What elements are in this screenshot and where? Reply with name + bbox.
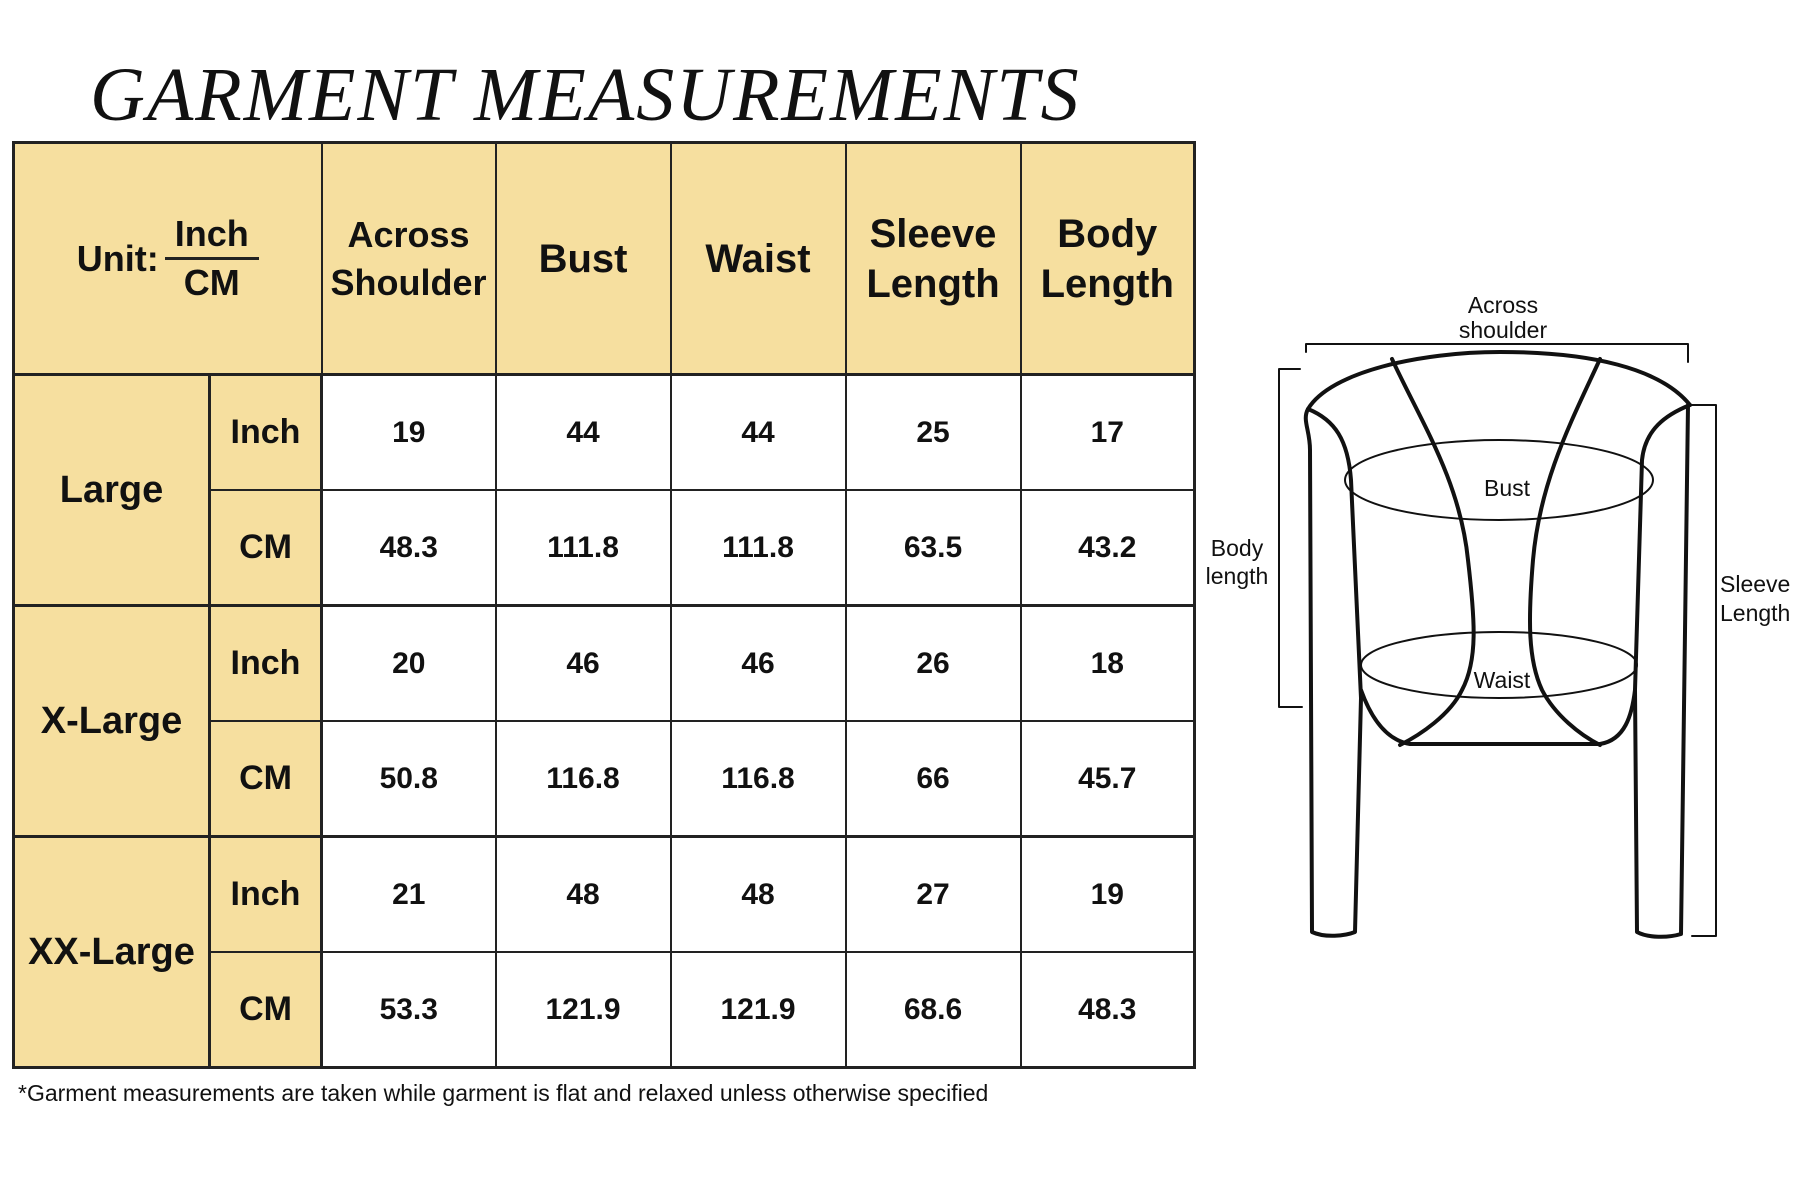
value-cell: 26 xyxy=(844,604,1022,722)
table-row: X-Large Inch 20 46 46 26 18 xyxy=(12,604,1196,838)
value-cell: 48 xyxy=(669,835,847,953)
col-waist: Waist xyxy=(669,141,847,376)
value-cell: 68.6 xyxy=(844,951,1022,1069)
body-length-label-2: length xyxy=(1206,563,1269,589)
value-cell: 44 xyxy=(669,373,847,491)
unit-cm: CM xyxy=(183,262,240,303)
sleeve-length-label-2: Length xyxy=(1720,600,1790,626)
bust-label: Bust xyxy=(1484,475,1531,501)
front-left-edge xyxy=(1390,357,1476,747)
unit-header: Unit: Inch CM xyxy=(12,141,323,376)
value-cell: 53.3 xyxy=(320,951,497,1069)
size-label: Large xyxy=(12,373,211,607)
col-bust: Bust xyxy=(494,141,672,376)
unit-cell: CM xyxy=(208,720,324,838)
value-cell: 44 xyxy=(494,373,672,491)
col-sleeve-length: Sleeve Length xyxy=(844,141,1022,376)
col-across-shoulder: Across Shoulder xyxy=(320,141,497,376)
unit-inch: Inch xyxy=(164,211,259,260)
across-shoulder-bracket xyxy=(1305,343,1689,363)
waist-ellipse xyxy=(1360,631,1638,699)
col-body-length: Body Length xyxy=(1019,141,1196,376)
value-cell: 111.8 xyxy=(669,489,847,607)
table-row: Large Inch 19 44 44 25 17 xyxy=(12,373,1196,607)
value-cell: 19 xyxy=(320,373,497,491)
across-shoulder-label-2: shoulder xyxy=(1459,317,1548,343)
value-cell: 27 xyxy=(844,835,1022,953)
measurement-table: Unit: Inch CM Across Shoulder Bust Waist… xyxy=(12,141,1197,1069)
size-label: XX-Large xyxy=(12,835,211,1069)
value-cell: 121.9 xyxy=(669,951,847,1069)
value-cell: 21 xyxy=(320,835,497,953)
value-cell: 19 xyxy=(1019,835,1196,953)
footnote: *Garment measurements are taken while ga… xyxy=(18,1080,989,1106)
value-cell: 18 xyxy=(1019,604,1196,722)
body-length-label: Body xyxy=(1211,535,1264,561)
unit-cell: CM xyxy=(208,489,324,607)
value-cell: 116.8 xyxy=(669,720,847,838)
value-cell: 45.7 xyxy=(1019,720,1196,838)
value-cell: 50.8 xyxy=(320,720,497,838)
body-length-bracket xyxy=(1278,368,1303,708)
value-cell: 43.2 xyxy=(1019,489,1196,607)
unit-cell: Inch xyxy=(208,604,324,722)
sleeve-length-bracket xyxy=(1691,404,1717,937)
table-row: CM 48.3 111.8 111.8 63.5 43.2 xyxy=(14,489,1196,607)
value-cell: 20 xyxy=(320,604,497,722)
bust-ellipse xyxy=(1344,439,1654,521)
sleeve-length-label: Sleeve xyxy=(1720,571,1790,597)
front-right-edge xyxy=(1528,357,1602,747)
value-cell: 66 xyxy=(844,720,1022,838)
left-sleeve xyxy=(1303,407,1363,938)
value-cell: 46 xyxy=(494,604,672,722)
body-hem xyxy=(1359,688,1637,746)
size-label: X-Large xyxy=(12,604,211,838)
unit-cell: CM xyxy=(208,951,324,1069)
unit-cell: Inch xyxy=(208,373,324,491)
value-cell: 121.9 xyxy=(494,951,672,1069)
unit-cell: Inch xyxy=(208,835,324,953)
value-cell: 48.3 xyxy=(320,489,497,607)
right-sleeve xyxy=(1633,403,1692,939)
value-cell: 46 xyxy=(669,604,847,722)
header-row: Unit: Inch CM Across Shoulder Bust Waist… xyxy=(12,141,1196,376)
value-cell: 17 xyxy=(1019,373,1196,491)
value-cell: 48.3 xyxy=(1019,951,1196,1069)
across-shoulder-label: Across xyxy=(1468,292,1538,318)
waist-label: Waist xyxy=(1474,667,1531,693)
page-title: GARMENT MEASUREMENTS xyxy=(90,53,1081,137)
value-cell: 63.5 xyxy=(844,489,1022,607)
value-cell: 25 xyxy=(844,373,1022,491)
unit-label: Unit: xyxy=(76,237,159,279)
value-cell: 111.8 xyxy=(494,489,672,607)
value-cell: 48 xyxy=(494,835,672,953)
value-cell: 116.8 xyxy=(494,720,672,838)
table-row: XX-Large Inch 21 48 48 27 19 xyxy=(12,835,1196,1069)
shoulder-curve xyxy=(1306,350,1692,411)
table-row: CM 53.3 121.9 121.9 68.6 48.3 xyxy=(14,951,1196,1069)
table-row: CM 50.8 116.8 116.8 66 45.7 xyxy=(14,720,1196,838)
